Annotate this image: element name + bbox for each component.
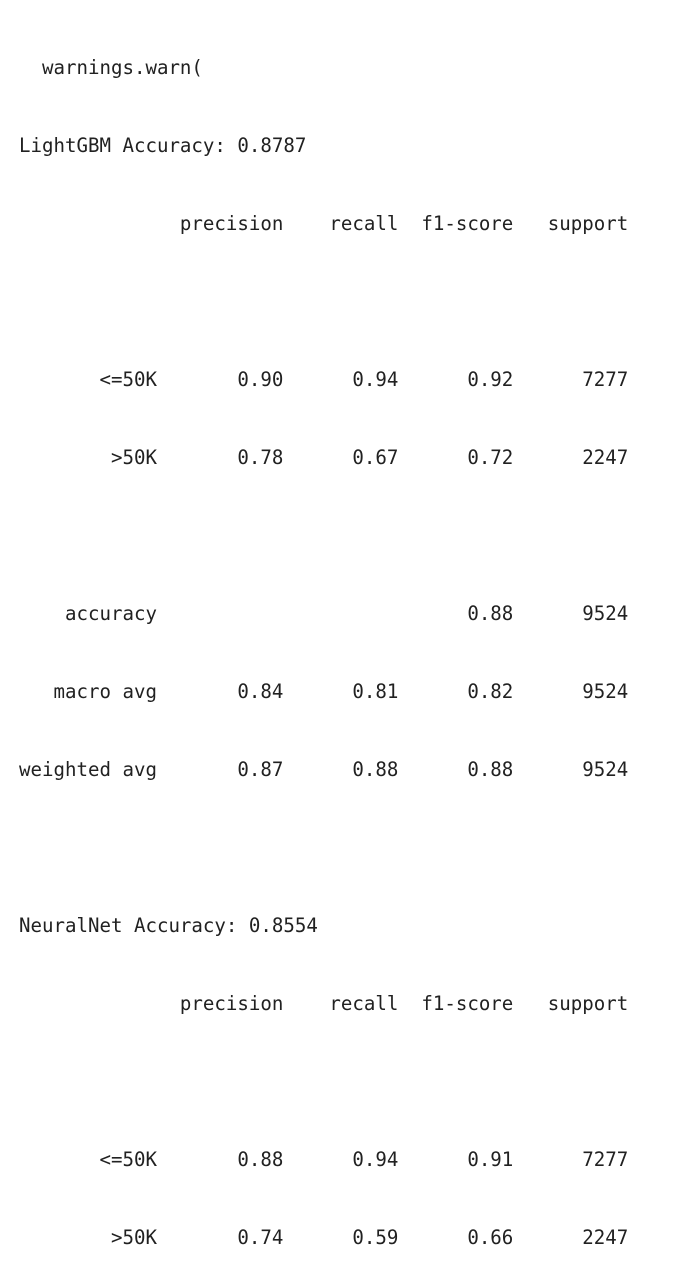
lightgbm-report-row: >50K 0.78 0.67 0.72 2247 [19,446,629,469]
lightgbm-report-row: <=50K 0.90 0.94 0.92 7277 [19,368,629,391]
lightgbm-summary-row: weighted avg 0.87 0.88 0.88 9524 [19,758,629,781]
neuralnet-report-row: >50K 0.74 0.59 0.66 2247 [19,1226,629,1249]
neuralnet-report-row: <=50K 0.88 0.94 0.91 7277 [19,1148,629,1171]
lightgbm-report-header: precision recall f1-score support [19,212,629,235]
lightgbm-summary-row: macro avg 0.84 0.81 0.82 9524 [19,680,629,703]
lightgbm-accuracy-line: LightGBM Accuracy: 0.8787 [19,134,307,157]
blank-line [19,835,669,861]
output-panel: { "output": { "warning_line": " warnings… [19,56,629,1249]
neuralnet-accuracy-line: NeuralNet Accuracy: 0.8554 [19,914,318,937]
lightgbm-summary-row: accuracy 0.88 9524 [19,602,629,625]
neuralnet-report-header: precision recall f1-score support [19,992,629,1015]
blank-line [19,1069,669,1095]
warning-line: warnings.warn( [19,56,203,79]
console-output: warnings.warn( LightGBM Accuracy: 0.8787… [19,3,669,1282]
blank-line [19,289,669,315]
blank-line [19,523,669,549]
